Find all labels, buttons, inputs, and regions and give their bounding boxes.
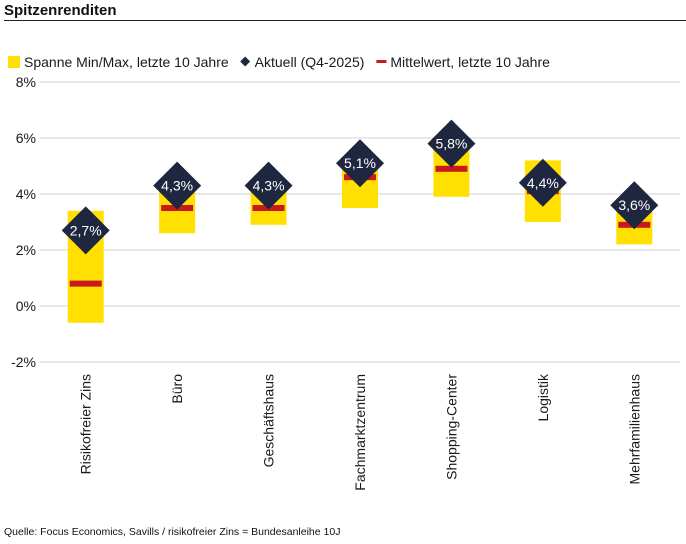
y-tick-label: 4% xyxy=(16,186,36,202)
category-label: Fachmarktzentrum xyxy=(352,374,368,491)
title-divider xyxy=(4,20,686,21)
category-label: Geschäftshaus xyxy=(261,374,277,467)
category-label: Shopping-Center xyxy=(443,374,459,480)
y-tick-label: 0% xyxy=(16,298,36,314)
legend-label: Mittelwert, letzte 10 Jahre xyxy=(390,54,550,70)
current-value-label: 5,8% xyxy=(435,136,467,152)
legend-swatch-range xyxy=(8,56,20,68)
category-label: Risikofreier Zins xyxy=(78,374,94,474)
mean-marker xyxy=(435,165,468,172)
current-marker xyxy=(427,119,476,168)
current-marker xyxy=(336,139,384,188)
legend-swatch-mean xyxy=(376,60,387,63)
current-marker xyxy=(610,181,659,230)
current-value-label: 4,3% xyxy=(161,178,193,194)
category-label: Büro xyxy=(169,374,185,404)
legend-label: Aktuell (Q4-2025) xyxy=(255,54,365,70)
mean-marker xyxy=(69,280,102,287)
current-marker xyxy=(153,161,202,210)
category-label: Logistik xyxy=(535,373,551,421)
y-tick-label: 2% xyxy=(16,242,36,258)
legend-swatch-current xyxy=(240,56,251,67)
current-value-label: 3,6% xyxy=(618,197,650,213)
current-value-label: 5,1% xyxy=(344,155,376,171)
y-tick-label: 6% xyxy=(16,130,36,146)
y-tick-label: 8% xyxy=(16,74,36,90)
current-value-label: 4,4% xyxy=(527,175,559,191)
source-note: Quelle: Focus Economics, Savills / risik… xyxy=(4,526,341,538)
chart-title: Spitzenrenditen xyxy=(4,2,117,19)
current-value-label: 2,7% xyxy=(70,222,102,238)
current-marker xyxy=(244,161,293,210)
y-tick-label: -2% xyxy=(11,354,36,370)
category-label: Mehrfamilienhaus xyxy=(626,374,642,485)
current-value-label: 4,3% xyxy=(253,178,285,194)
current-marker xyxy=(61,206,110,255)
legend-label: Spanne Min/Max, letzte 10 Jahre xyxy=(24,54,229,70)
current-marker xyxy=(518,158,567,207)
